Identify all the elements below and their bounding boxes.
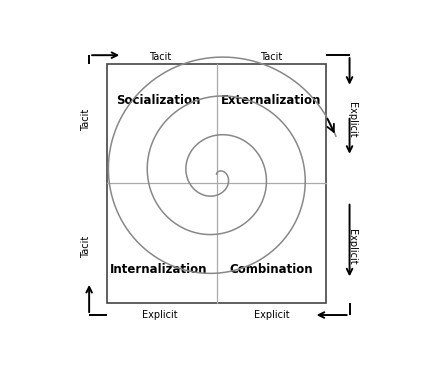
- Text: Explicit: Explicit: [254, 310, 289, 320]
- Text: Internalization: Internalization: [110, 263, 208, 276]
- Text: Tacit: Tacit: [260, 52, 282, 61]
- Text: Combination: Combination: [230, 263, 313, 276]
- Text: Socialization: Socialization: [116, 94, 201, 107]
- Text: Explicit: Explicit: [348, 229, 357, 265]
- Text: Tacit: Tacit: [81, 236, 91, 258]
- Text: Tacit: Tacit: [81, 109, 91, 131]
- Text: Tacit: Tacit: [149, 52, 171, 61]
- Text: Explicit: Explicit: [348, 102, 357, 138]
- Text: Externalization: Externalization: [221, 94, 322, 107]
- Text: Explicit: Explicit: [143, 310, 178, 320]
